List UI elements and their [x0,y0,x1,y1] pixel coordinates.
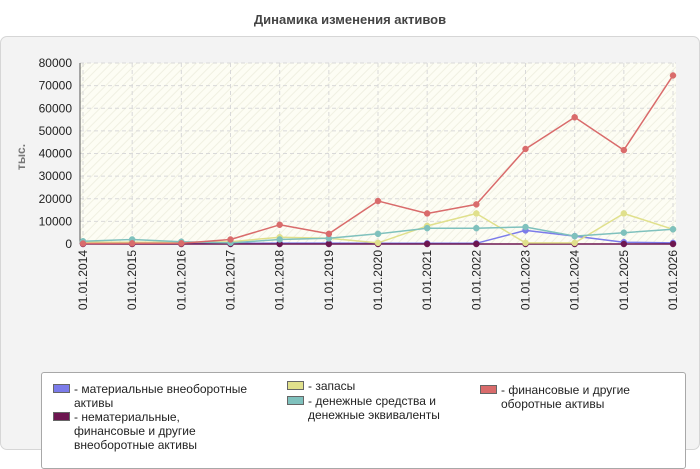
data-point [620,240,628,248]
x-tick-label: 01.01.2019 [322,250,336,310]
y-tick-label: 80000 [39,56,73,70]
data-point [620,229,628,236]
legend-label-line: внеоборотные активы [74,438,197,452]
chart-plot: 0 10000 20000 30000 40000 50000 60000 70000 8000… [14,56,680,310]
data-point [571,239,578,247]
data-point [423,224,431,232]
data-point [669,240,677,248]
legend-label-line: - материальные внеоборотные [74,382,247,396]
y-tick-label: 40000 [39,147,73,161]
data-point [325,240,333,248]
data-point [571,232,578,240]
x-tick-label: 01.01.2026 [666,250,680,310]
data-point [522,239,529,247]
x-tick-label: 01.01.2021 [420,250,434,310]
data-point [374,197,382,205]
legend-swatch [53,384,70,393]
x-tick-label: 01.01.2024 [568,250,582,310]
y-tick-label: 20000 [39,192,73,206]
legend-swatch [480,385,497,394]
data-point [620,210,628,217]
data-point [669,72,677,79]
x-tick-label: 01.01.2018 [273,250,287,310]
data-point [669,226,677,233]
y-axis-label: тыс. [14,144,28,170]
x-tick-label: 01.01.2020 [371,250,385,310]
data-point [423,210,431,217]
data-point [473,240,480,248]
data-point [374,230,382,238]
chart-legend: - материальные внеоборотные активы - нем… [41,372,686,469]
y-tick-label: 60000 [39,101,73,115]
data-point [522,145,529,153]
data-point [473,224,480,232]
legend-swatch [53,412,70,421]
legend-label-line: - запасы [308,379,356,393]
x-tick-label: 01.01.2015 [125,250,139,310]
data-point [374,239,382,247]
data-point [276,221,283,229]
legend-swatch [287,381,304,390]
data-point [79,240,87,247]
legend-label-line: финансовые и другие [74,424,196,438]
y-tick-label: 10000 [39,214,73,228]
legend-label-line: оборотные активы [501,397,605,411]
data-point [473,210,480,217]
x-tick-label: 01.01.2022 [469,250,483,310]
data-point [178,240,185,247]
y-tick-label: 0 [65,237,72,251]
chart-title: Динамика изменения активов [253,12,447,27]
x-tick-label: 01.01.2014 [76,250,90,310]
y-tick-label: 70000 [39,79,73,93]
data-point [423,240,431,248]
y-tick-label: 30000 [39,169,73,183]
data-point [128,240,136,247]
data-point [620,146,628,154]
legend-label-line: денежные эквиваленты [308,408,440,422]
x-tick-label: 01.01.2017 [224,250,238,310]
y-tick-label: 50000 [39,124,73,138]
legend-label-line: - денежные средства и [308,394,436,408]
legend-label-line: - нематериальные, [74,410,180,424]
legend-label-line: - финансовые и другие [501,383,630,397]
data-point [473,201,480,208]
data-point [325,230,333,238]
data-point [571,114,578,121]
legend-label-line: активы [74,396,114,410]
series-4 [79,72,677,247]
data-point [522,223,529,231]
chart-panel: 0 10000 20000 30000 40000 50000 60000 70000 8000… [0,36,700,469]
data-point [276,236,283,243]
x-tick-label: 01.01.2023 [519,250,533,310]
legend-swatch [287,396,304,405]
x-tick-label: 01.01.2016 [174,250,188,310]
x-tick-label: 01.01.2025 [617,250,631,310]
data-point [227,236,234,243]
